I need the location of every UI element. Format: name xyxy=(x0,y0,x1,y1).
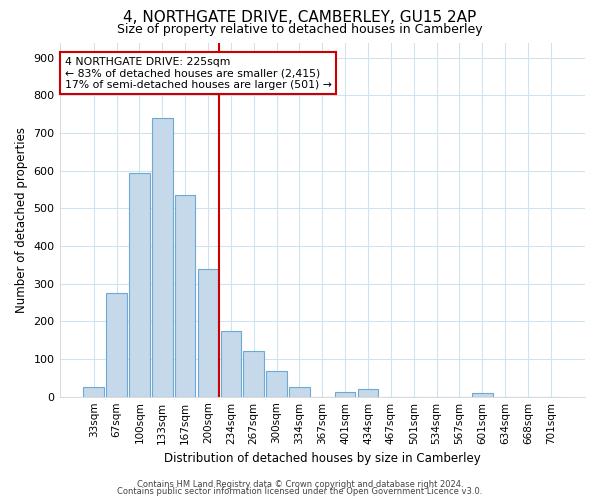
Text: 4 NORTHGATE DRIVE: 225sqm
← 83% of detached houses are smaller (2,415)
17% of se: 4 NORTHGATE DRIVE: 225sqm ← 83% of detac… xyxy=(65,56,332,90)
Bar xyxy=(83,387,104,396)
Bar xyxy=(358,389,378,396)
Bar xyxy=(152,118,173,396)
Bar xyxy=(289,388,310,396)
Text: Contains public sector information licensed under the Open Government Licence v3: Contains public sector information licen… xyxy=(118,488,482,496)
Bar xyxy=(244,352,264,397)
Bar xyxy=(335,392,355,396)
Bar xyxy=(221,330,241,396)
Bar xyxy=(198,270,218,396)
Text: 4, NORTHGATE DRIVE, CAMBERLEY, GU15 2AP: 4, NORTHGATE DRIVE, CAMBERLEY, GU15 2AP xyxy=(124,10,476,25)
Text: Size of property relative to detached houses in Camberley: Size of property relative to detached ho… xyxy=(117,22,483,36)
Y-axis label: Number of detached properties: Number of detached properties xyxy=(15,126,28,312)
Bar xyxy=(175,195,196,396)
Text: Contains HM Land Registry data © Crown copyright and database right 2024.: Contains HM Land Registry data © Crown c… xyxy=(137,480,463,489)
Bar xyxy=(266,372,287,396)
Bar xyxy=(129,173,150,396)
Bar xyxy=(472,394,493,396)
X-axis label: Distribution of detached houses by size in Camberley: Distribution of detached houses by size … xyxy=(164,452,481,465)
Bar xyxy=(106,293,127,397)
